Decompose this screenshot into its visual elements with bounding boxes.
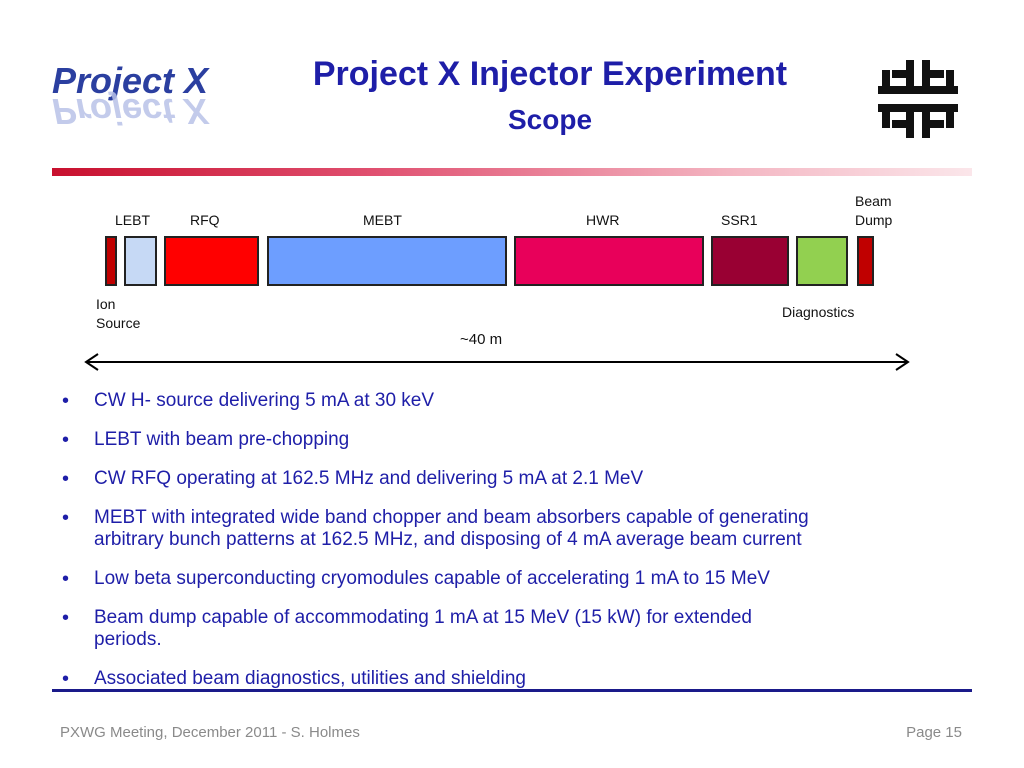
label-beam-dump-line1: Beam <box>855 193 892 209</box>
bullet-dot-icon: • <box>62 390 70 412</box>
bullet-dot-icon: • <box>62 507 70 529</box>
diagnostics-block <box>796 236 848 286</box>
page-number: Page 15 <box>906 724 962 741</box>
label-lebt: LEBT <box>115 212 151 228</box>
bullet-text: Low beta superconducting cryomodules cap… <box>94 568 770 589</box>
bullet-dot-icon: • <box>62 607 70 629</box>
header-divider <box>52 168 972 176</box>
bullet-item: • LEBT with beam pre-chopping <box>60 429 960 451</box>
bullet-dot-icon: • <box>62 468 70 490</box>
label-ion-source-line2: Source <box>96 315 141 331</box>
hwr-block <box>514 236 704 286</box>
bullet-text: LEBT with beam pre-chopping <box>94 429 350 450</box>
bullet-text: CW H- source delivering 5 mA at 30 keV <box>94 390 435 411</box>
label-ion-source-line1: Ion <box>96 296 116 312</box>
label-beam-dump-line2: Dump <box>855 212 893 228</box>
fermilab-logo-icon <box>878 60 958 138</box>
ion-source-block <box>105 236 117 286</box>
label-diagnostics: Diagnostics <box>782 304 855 320</box>
project-x-logo: Project X <box>52 60 209 101</box>
slide-subtitle: Scope <box>507 104 593 135</box>
slide-title: Project X Injector Experiment <box>312 55 788 93</box>
label-length: ~40 m <box>460 331 503 348</box>
footer-meeting-info: PXWG Meeting, December 2011 - S. Holmes <box>60 724 360 741</box>
bullet-dot-icon: • <box>62 668 70 690</box>
bullet-item: • CW RFQ operating at 162.5 MHz and deliv… <box>60 468 960 490</box>
bullet-item: • CW H- source delivering 5 mA at 30 keV <box>60 390 960 412</box>
scope-bullet-list: • CW H- source delivering 5 mA at 30 keV … <box>60 390 960 707</box>
label-rfq: RFQ <box>190 212 220 228</box>
bullet-dot-icon: • <box>62 429 70 451</box>
bullet-item: • Beam dump capable of accommodating 1 mA… <box>60 607 960 651</box>
bullet-text: MEBT with integrated wide band chopper a… <box>94 507 809 528</box>
mebt-block <box>267 236 507 286</box>
footer-divider <box>52 689 972 692</box>
beam-dump-block <box>857 236 874 286</box>
bullet-text: Beam dump capable of accommodating 1 mA … <box>94 607 752 628</box>
label-hwr: HWR <box>586 212 620 228</box>
bullet-text-continued: periods. <box>94 629 162 650</box>
label-mebt: MEBT <box>363 212 402 228</box>
length-arrow-icon <box>84 353 910 371</box>
project-x-logo-reflection: Project X <box>52 91 209 132</box>
bullet-text: CW RFQ operating at 162.5 MHz and delive… <box>94 468 644 489</box>
bullet-item: • Associated beam diagnostics, utilities … <box>60 668 960 690</box>
bullet-item: • MEBT with integrated wide band chopper … <box>60 507 960 551</box>
bullet-text-continued: arbitrary bunch patterns at 162.5 MHz, a… <box>94 529 802 550</box>
bullet-dot-icon: • <box>62 568 70 590</box>
label-ssr1: SSR1 <box>721 212 758 228</box>
bullet-item: • Low beta superconducting cryomodules ca… <box>60 568 960 590</box>
rfq-block <box>164 236 259 286</box>
lebt-block <box>124 236 157 286</box>
ssr1-block <box>711 236 789 286</box>
bullet-text: Associated beam diagnostics, utilities a… <box>94 668 526 689</box>
